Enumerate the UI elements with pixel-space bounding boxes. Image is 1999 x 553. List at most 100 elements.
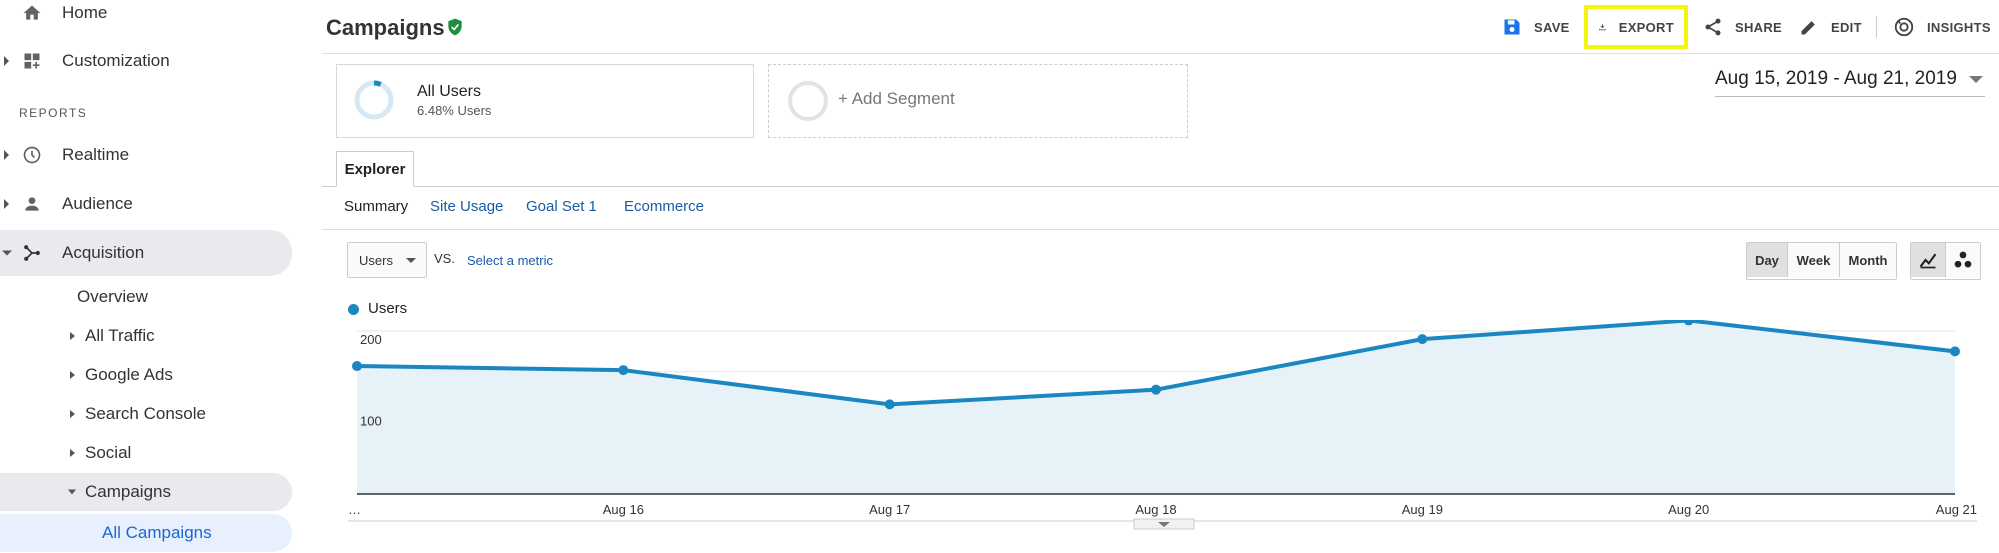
data-point <box>1683 320 1694 326</box>
reports-section-label: REPORTS <box>19 106 88 120</box>
nav-social-label: Social <box>85 443 132 462</box>
x-tick-label: Aug 21 <box>1936 502 1977 517</box>
subtab-divider <box>322 229 1999 230</box>
expand-arrow-icon <box>70 410 75 418</box>
day-button[interactable]: Day <box>1747 243 1788 277</box>
empty-segment-icon <box>788 81 828 121</box>
expand-arrow-icon <box>4 56 9 66</box>
subtab-ecommerce[interactable]: Ecommerce <box>624 198 705 215</box>
nav-customization-label: Customization <box>62 51 170 70</box>
clock-icon <box>23 146 41 164</box>
expand-arrow-icon <box>70 371 75 379</box>
nav-home[interactable]: Home <box>0 0 322 31</box>
metric-dropdown-value: Users <box>359 252 393 268</box>
nav-all-campaigns[interactable]: All Campaigns <box>0 514 292 552</box>
acquisition-icon <box>24 245 40 261</box>
download-icon <box>1599 23 1606 31</box>
edit-button[interactable]: EDIT <box>1799 10 1862 44</box>
y-tick-label: 200 <box>360 332 382 347</box>
save-label: SAVE <box>1534 19 1570 35</box>
home-icon <box>23 5 41 20</box>
insights-icon <box>1894 17 1914 37</box>
x-tick-label: … <box>348 502 361 517</box>
date-range-picker[interactable]: Aug 15, 2019 - Aug 21, 2019 <box>1715 68 1985 97</box>
segment-percentage: 6.48% Users <box>417 103 492 118</box>
nav-all-campaigns-label: All Campaigns <box>102 523 212 542</box>
nav-acquisition[interactable]: Acquisition <box>0 230 292 276</box>
share-label: SHARE <box>1735 19 1783 35</box>
select-metric-link[interactable]: Select a metric <box>467 253 553 268</box>
expand-arrow-icon <box>4 199 9 209</box>
nav-realtime[interactable]: Realtime <box>0 137 322 173</box>
data-point <box>352 361 362 372</box>
pencil-icon <box>1801 21 1815 35</box>
save-button[interactable]: SAVE <box>1502 10 1570 44</box>
chart-type-toggle <box>1910 242 1981 280</box>
nav-google-ads-label: Google Ads <box>85 365 173 384</box>
tab-explorer[interactable]: Explorer <box>336 151 414 187</box>
week-button[interactable]: Week <box>1788 243 1840 277</box>
insights-button[interactable]: INSIGHTS <box>1893 10 1991 44</box>
add-segment-label: + Add Segment <box>838 89 955 108</box>
bubble-chart-icon <box>1954 251 1972 268</box>
data-point <box>1151 384 1161 395</box>
data-point <box>1417 334 1428 345</box>
x-tick-label: Aug 19 <box>1402 502 1443 517</box>
granularity-toggle: Day Week Month <box>1746 242 1897 280</box>
subtab-goal-set-1[interactable]: Goal Set 1 <box>526 198 597 215</box>
nav-realtime-label: Realtime <box>62 145 130 164</box>
nav-campaigns-label: Campaigns <box>85 482 171 501</box>
segment-name: All Users <box>417 83 482 100</box>
month-button[interactable]: Month <box>1840 243 1896 277</box>
x-tick-label: Aug 18 <box>1135 502 1176 517</box>
subtab-site-usage[interactable]: Site Usage <box>430 198 504 215</box>
chevron-down-icon[interactable] <box>1158 522 1170 527</box>
person-icon <box>25 197 39 211</box>
users-area-fill <box>357 320 1955 494</box>
x-tick-label: Aug 16 <box>603 502 644 517</box>
chevron-down-icon <box>406 258 416 263</box>
nav-campaigns[interactable]: Campaigns <box>0 473 292 511</box>
legend-users-dot <box>348 304 359 315</box>
data-point <box>1950 346 1960 357</box>
nav-audience[interactable]: Audience <box>0 186 322 222</box>
expand-arrow-icon <box>70 449 75 457</box>
y-tick-label: 100 <box>360 414 382 429</box>
chevron-down-icon[interactable] <box>1969 76 1983 83</box>
nav-customization[interactable]: Customization <box>0 43 322 79</box>
edit-label: EDIT <box>1831 19 1862 35</box>
share-button[interactable]: SHARE <box>1703 10 1782 44</box>
insights-label: INSIGHTS <box>1927 19 1991 35</box>
nav-all-traffic-label: All Traffic <box>85 326 155 345</box>
metric-dropdown[interactable]: Users <box>347 242 427 278</box>
expand-arrow-icon <box>4 150 9 160</box>
collapse-arrow-icon <box>68 489 76 495</box>
segment-donut-icon <box>354 80 394 120</box>
verified-shield-icon <box>448 18 462 36</box>
page-title: Campaigns <box>326 15 445 40</box>
nav-search-console-label: Search Console <box>85 404 206 423</box>
report-header: Campaigns SAVE EXPORT SHARE EDIT INSIGHT… <box>322 0 1999 54</box>
tab-divider <box>322 186 1999 187</box>
motion-chart-button[interactable] <box>1946 243 1980 277</box>
export-button[interactable]: EXPORT <box>1584 5 1688 49</box>
collapse-arrow-icon <box>2 250 12 256</box>
line-chart-icon <box>1919 253 1937 269</box>
nav-overview-label: Overview <box>77 287 148 306</box>
nav-home-label: Home <box>62 3 108 22</box>
data-point <box>618 365 629 376</box>
dashboard-icon <box>24 53 40 69</box>
main-panel: Campaigns SAVE EXPORT SHARE EDIT INSIGHT… <box>322 0 1999 553</box>
legend-users-label: Users <box>368 300 408 317</box>
export-label: EXPORT <box>1618 19 1674 35</box>
subtab-summary[interactable]: Summary <box>344 198 409 215</box>
add-segment-button[interactable] <box>768 64 1188 138</box>
line-chart-button[interactable] <box>1911 243 1946 277</box>
segment-all-users[interactable] <box>336 64 754 138</box>
toolbar-divider <box>1876 16 1877 38</box>
users-line-chart: 200 100 … Aug 16 Aug 17 Aug 18 Aug 19 Aug 20 Aug… <box>348 320 1977 530</box>
expand-arrow-icon <box>70 332 75 340</box>
data-point <box>884 399 895 410</box>
share-icon <box>1705 18 1721 36</box>
save-icon <box>1504 19 1520 35</box>
